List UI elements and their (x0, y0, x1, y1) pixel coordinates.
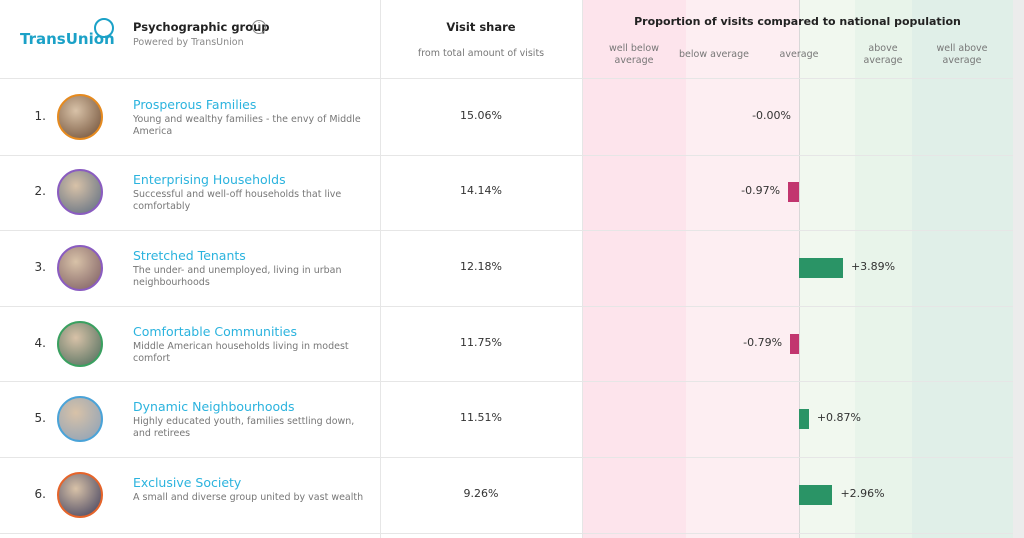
visit-share: 11.51% (460, 411, 502, 425)
rank: 1. (34, 108, 46, 123)
band-label: below average (679, 49, 750, 60)
group-name[interactable]: Prosperous Families (133, 96, 257, 112)
avatar (57, 169, 103, 216)
row-divider (0, 230, 1013, 232)
group-description: A small and diverse group united by vast… (133, 491, 364, 503)
band-label: well below average (608, 43, 659, 66)
group-name[interactable]: Comfortable Communities (133, 323, 297, 339)
diff-label: -0.00% (752, 108, 791, 122)
logo: TransUnion (20, 30, 115, 48)
visit-share: 14.14% (460, 184, 502, 198)
powered-by: Powered by TransUnion (133, 37, 244, 48)
diff-label: +0.87% (816, 411, 861, 425)
avatar (57, 320, 103, 367)
group-description: Young and wealthy families - the envy of… (133, 113, 361, 137)
row-divider (0, 381, 1013, 383)
rank: 6. (34, 486, 46, 501)
logo-mark (94, 18, 114, 38)
header-divider (0, 78, 1013, 79)
diff-bar (788, 182, 799, 203)
band-bg (582, 0, 686, 538)
diff-label: +2.96% (840, 486, 885, 500)
group-description: Middle American households living in mod… (133, 340, 349, 364)
rank: 2. (34, 184, 46, 199)
group-name[interactable]: Exclusive Society (133, 474, 242, 490)
col-divider (582, 0, 583, 538)
group-title: Psychographic group (133, 20, 270, 34)
proportion-title[interactable]: Proportion of visits compared to nationa… (634, 15, 961, 28)
group-name[interactable]: Enterprising Households (133, 172, 286, 188)
avatar (57, 245, 103, 291)
group-description: The under- and unemployed, living in urb… (133, 265, 342, 288)
rank: 5. (34, 411, 46, 426)
visit-share: 12.18% (460, 260, 502, 273)
diff-label: -0.97% (741, 184, 781, 198)
row-divider (0, 457, 1013, 458)
band-label: above average (863, 43, 903, 66)
band-label: average (779, 49, 819, 60)
info-icon[interactable]: i (252, 20, 266, 34)
group-name[interactable]: Stretched Tenants (133, 248, 246, 263)
rank: 3. (34, 260, 46, 274)
band-bg (855, 0, 912, 538)
col-divider (380, 0, 381, 538)
diff-bar (799, 409, 809, 430)
visit-share-title[interactable]: Visit share (446, 20, 516, 34)
band-bg (686, 0, 799, 538)
avatar (57, 471, 103, 518)
row-divider (0, 154, 1013, 156)
band-bg (912, 0, 1013, 538)
visit-share: 11.75% (460, 335, 502, 349)
row-divider (0, 305, 1013, 307)
avatar (57, 396, 103, 443)
group-name[interactable]: Dynamic Neighbourhoods (133, 399, 295, 415)
diff-bar (790, 333, 799, 354)
visit-share: 9.26% (463, 486, 499, 500)
diff-bar (799, 484, 833, 505)
diff-bar (799, 258, 843, 278)
group-description: Highly educated youth, families settling… (133, 416, 355, 440)
scrollbar (1013, 0, 1024, 538)
row-divider (0, 532, 1013, 534)
rank: 4. (34, 335, 46, 350)
visit-share: 15.06% (460, 108, 502, 122)
avatar (57, 93, 103, 140)
visit-share-subtitle: from total amount of visits (417, 48, 545, 59)
band-label: well above average (936, 43, 988, 66)
group-description: Successful and well-off households that … (133, 189, 342, 213)
diff-label: +3.89% (850, 260, 896, 273)
diff-label: -0.79% (743, 335, 783, 349)
